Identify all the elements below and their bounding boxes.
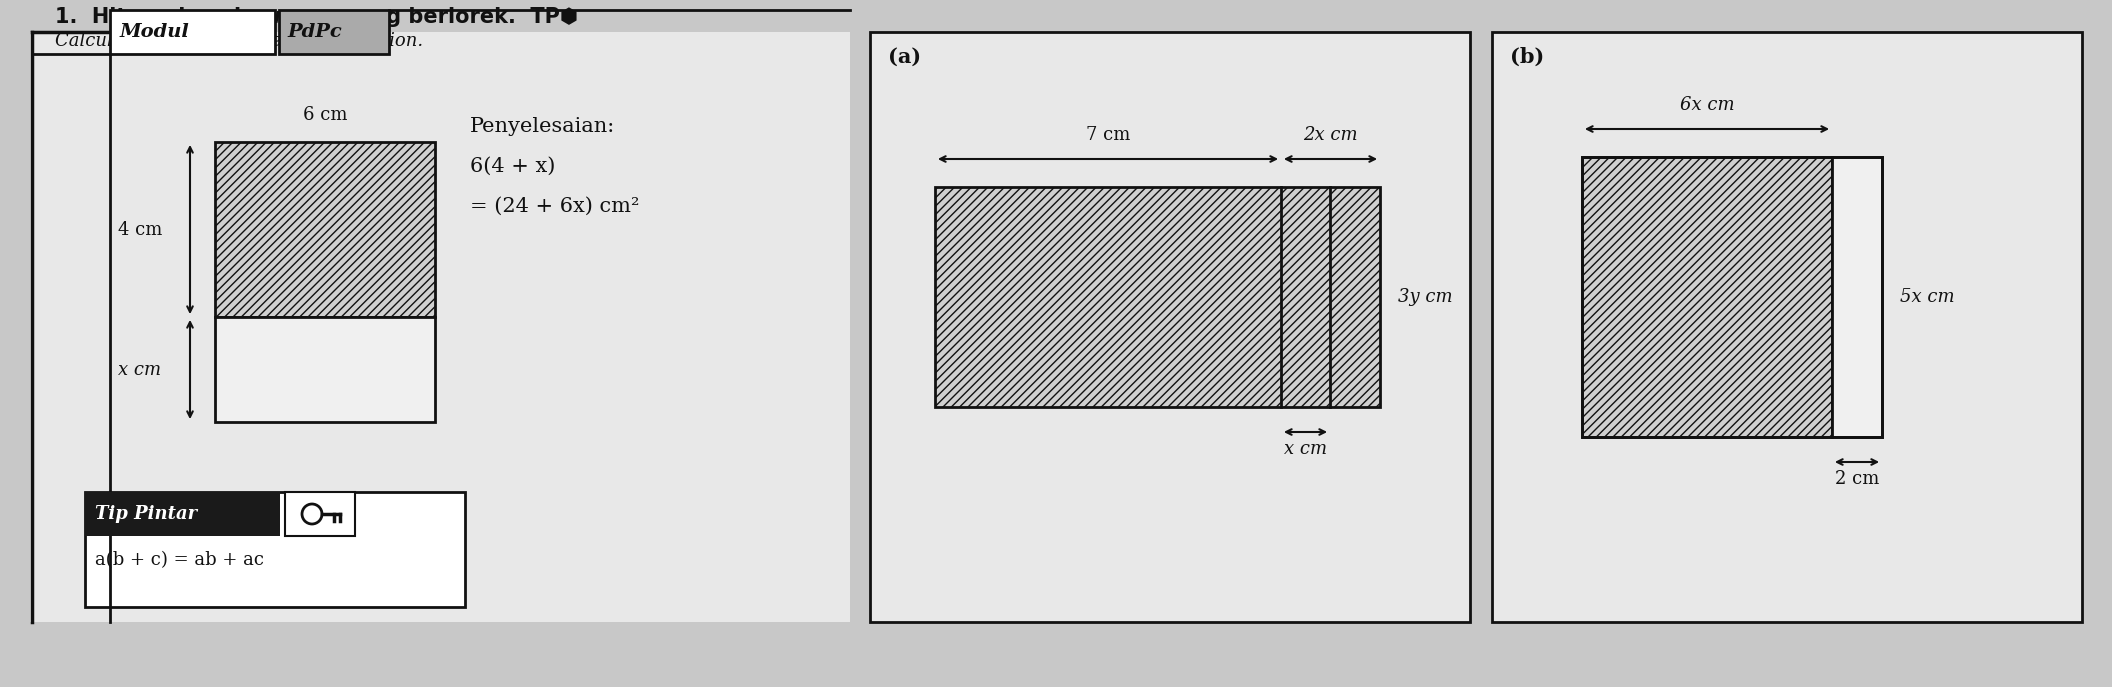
Bar <box>215 317 435 422</box>
Text: 2 cm: 2 cm <box>1835 470 1880 488</box>
Bar <box>1831 157 1882 437</box>
Text: Penyelesaian:: Penyelesaian: <box>471 117 615 136</box>
Text: 6 cm: 6 cm <box>302 106 346 124</box>
Text: 6x cm: 6x cm <box>1679 96 1734 114</box>
Text: 6(4 + x): 6(4 + x) <box>471 157 555 176</box>
Text: (b): (b) <box>1510 47 1544 67</box>
Bar <box>1491 32 2082 622</box>
Bar <box>110 10 275 54</box>
Text: 4 cm: 4 cm <box>118 221 163 238</box>
Text: Modul: Modul <box>120 23 190 41</box>
Bar <box>215 142 435 317</box>
Bar <box>84 492 281 536</box>
Text: 3y cm: 3y cm <box>1398 288 1453 306</box>
Bar <box>1582 157 1882 437</box>
Bar <box>84 492 465 607</box>
Bar <box>1582 157 1831 437</box>
Text: Calculate the area of the shaded region.: Calculate the area of the shaded region. <box>55 32 422 50</box>
Text: x cm: x cm <box>118 361 161 379</box>
Text: Tip Pintar: Tip Pintar <box>95 505 196 523</box>
Bar <box>285 492 355 536</box>
Text: (a): (a) <box>887 47 921 67</box>
Bar <box>870 32 1470 622</box>
Text: 2x cm: 2x cm <box>1303 126 1358 144</box>
Text: = (24 + 6x) cm²: = (24 + 6x) cm² <box>471 197 640 216</box>
Bar <box>936 187 1379 407</box>
Bar <box>30 32 849 622</box>
Text: 7 cm: 7 cm <box>1086 126 1130 144</box>
Text: x cm: x cm <box>1284 440 1326 458</box>
Text: 1.  Hitung luas kawasan yang berlorek.  TP⬢: 1. Hitung luas kawasan yang berlorek. TP… <box>55 7 579 27</box>
Text: PdPc: PdPc <box>287 23 342 41</box>
Bar <box>279 10 389 54</box>
Text: a(b + c) = ab + ac: a(b + c) = ab + ac <box>95 551 264 569</box>
Text: 5x cm: 5x cm <box>1901 288 1954 306</box>
